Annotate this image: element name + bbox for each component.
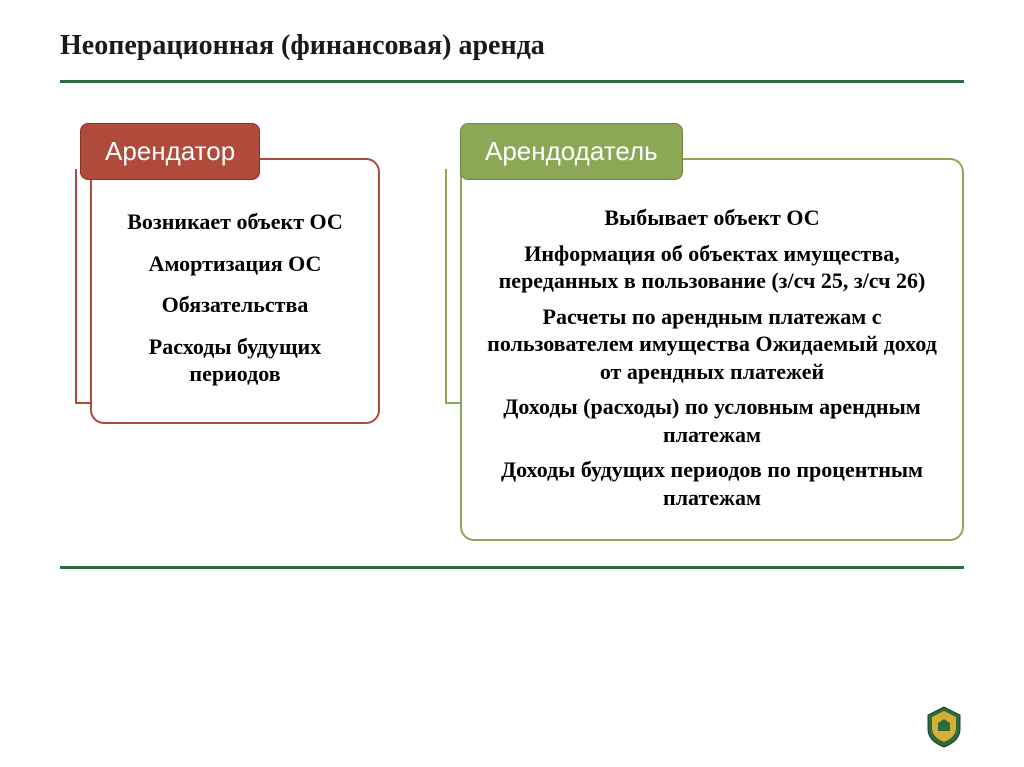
lessee-item: Расходы будущих периодов (107, 333, 363, 388)
connector-lessee (75, 169, 90, 404)
lessee-item: Возникает объект ОС (107, 208, 363, 236)
lessor-item: Доходы (расходы) по условным арендным пл… (487, 393, 937, 448)
lessor-item: Доходы будущих периодов по процентным пл… (487, 456, 937, 511)
header-lessee: Арендатор (80, 123, 260, 180)
content-box-lessee: Возникает объект ОС Амортизация ОС Обяза… (90, 158, 380, 424)
connector-lessor (445, 169, 460, 404)
lessee-item: Амортизация ОС (107, 250, 363, 278)
column-lessee: Арендатор Возникает объект ОС Амортизаци… (60, 123, 380, 424)
page-title: Неоперационная (финансовая) аренда (60, 30, 964, 62)
content-box-lessor: Выбывает объект ОС Информация об объекта… (460, 158, 964, 541)
emblem-icon (924, 705, 964, 749)
header-lessor: Арендодатель (460, 123, 683, 180)
lessor-item: Выбывает объект ОС (487, 204, 937, 232)
columns-container: Арендатор Возникает объект ОС Амортизаци… (60, 123, 964, 541)
lessor-item: Информация об объектах имущества, переда… (487, 240, 937, 295)
lessor-item: Расчеты по арендным платежам с пользоват… (487, 303, 937, 386)
column-lessor: Арендодатель Выбывает объект ОС Информац… (430, 123, 964, 541)
lessee-item: Обязательства (107, 291, 363, 319)
divider-top (60, 80, 964, 83)
divider-bottom (60, 566, 964, 569)
